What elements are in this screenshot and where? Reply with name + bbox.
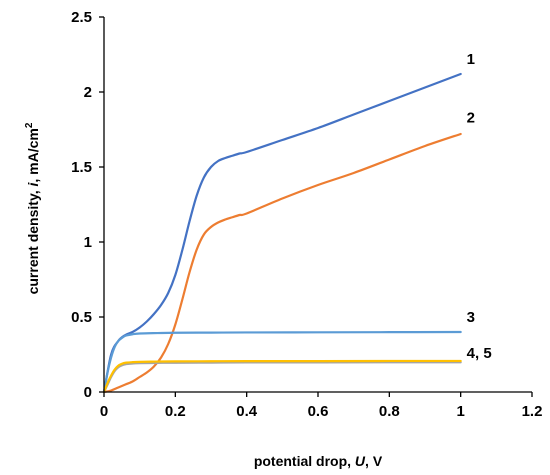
x-axis-title-symbol: U — [355, 453, 366, 469]
y-tick-label: 0.5 — [71, 309, 92, 326]
series-layer — [102, 72, 462, 394]
x-tick-label: 1 — [456, 403, 464, 420]
x-axis-title: potential drop, U, V — [254, 453, 383, 469]
x-tick-label: 0.8 — [379, 403, 400, 420]
y-tick-label: 1.5 — [71, 159, 92, 176]
x-tick-label: 1.2 — [522, 403, 543, 420]
series-line-3 — [102, 330, 462, 394]
y-axis-title-prefix: current density, — [25, 187, 41, 295]
x-tick-label: 0.2 — [165, 403, 186, 420]
y-tick-label: 0 — [84, 384, 92, 401]
ticks: 0 0.2 0.4 0.6 0.8 1 1.2 0 0.5 1 1.5 2 2.5 — [71, 9, 542, 420]
y-axis-title-symbol: i — [25, 182, 41, 187]
curve-label: 1 — [467, 51, 475, 68]
y-axis-title-superscript: 2 — [24, 122, 35, 128]
x-axis-title-suffix: , V — [365, 453, 383, 469]
curve-label: 4, 5 — [467, 345, 492, 362]
x-tick-label: 0 — [100, 403, 108, 420]
series-line-4 — [102, 361, 462, 394]
curve-label: 3 — [467, 309, 475, 326]
curve-labels: 1 2 3 4, 5 — [467, 51, 492, 362]
series-line-5 — [102, 359, 462, 394]
y-axis-title: current density, i, mA/cm2 — [24, 122, 41, 294]
y-tick-label: 2.5 — [71, 9, 92, 26]
y-tick-label: 1 — [84, 234, 92, 251]
series-line-1 — [102, 72, 462, 394]
y-tick-label: 2 — [84, 84, 92, 101]
x-axis-title-prefix: potential drop, — [254, 453, 355, 469]
x-tick-label: 0.4 — [236, 403, 258, 420]
x-tick-label: 0.6 — [308, 403, 329, 420]
y-axis-title-suffix: , mA/cm — [25, 128, 41, 182]
series-line-2 — [102, 132, 462, 394]
axes — [103, 17, 532, 393]
curve-label: 2 — [467, 110, 475, 127]
